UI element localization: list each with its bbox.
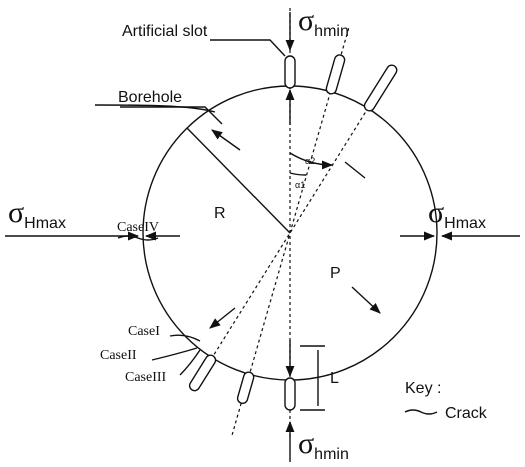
label: α2 <box>305 156 315 166</box>
slot <box>236 371 255 405</box>
key-symbol <box>404 409 438 415</box>
case-leader <box>151 347 198 361</box>
pressure-arrow <box>211 129 241 151</box>
pressure-arrow <box>351 286 381 314</box>
slot-line <box>195 81 385 385</box>
case-label: CaseII <box>100 348 137 363</box>
stress-label: σhmin <box>298 4 349 40</box>
leader <box>210 39 286 57</box>
label: L <box>330 370 339 387</box>
radius-line <box>186 127 291 234</box>
label: R <box>214 205 226 222</box>
slot <box>363 64 398 112</box>
angle-arc <box>289 152 334 170</box>
pressure-arrow <box>344 161 366 179</box>
label: P <box>330 265 341 282</box>
case-label: CaseI <box>128 324 160 339</box>
slot <box>284 377 296 411</box>
label: Borehole <box>118 89 182 106</box>
case-label: CaseIV <box>117 220 159 235</box>
case-leader <box>179 349 201 376</box>
leader <box>117 235 159 241</box>
stress-label: σHmax <box>8 196 66 232</box>
angle-arc <box>289 172 307 176</box>
leader <box>120 106 223 125</box>
case-label: CaseIII <box>125 370 167 385</box>
label: α1 <box>295 180 305 190</box>
leader <box>94 104 216 113</box>
slot <box>325 54 346 95</box>
case-leader <box>169 334 201 342</box>
label: Artificial slot <box>122 23 208 40</box>
pressure-arrow <box>209 307 236 329</box>
key-title: Key : <box>405 380 441 397</box>
stress-label: σhmin <box>298 427 349 463</box>
stress-label: σHmax <box>428 196 486 232</box>
slot <box>284 55 296 89</box>
slot <box>188 354 217 392</box>
key-label: Crack <box>445 405 488 422</box>
